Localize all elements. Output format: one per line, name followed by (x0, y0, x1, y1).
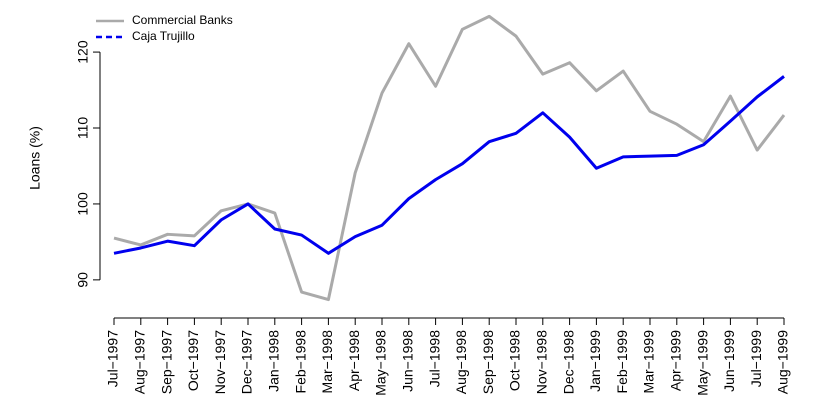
x-tick-label: May−1998 (373, 330, 389, 396)
x-tick-label: Aug−1999 (775, 330, 791, 394)
x-tick-label: Mar−1999 (641, 330, 657, 394)
x-tick-label: Sep−1997 (158, 330, 174, 394)
x-tick-label: Mar−1998 (319, 330, 335, 394)
y-tick-label: 100 (75, 192, 91, 216)
x-tick-label: Jul−1998 (426, 330, 442, 387)
x-tick-label: Apr−1999 (668, 330, 684, 391)
legend-label: Commercial Banks (132, 13, 233, 27)
x-tick-label: Jul−1999 (748, 330, 764, 387)
x-tick-label: Jun−1999 (721, 330, 737, 392)
x-tick-label: Aug−1998 (453, 330, 469, 394)
x-tick-label: Jan−1999 (587, 330, 603, 392)
y-tick-label: 110 (75, 117, 91, 140)
x-tick-label: Nov−1997 (212, 330, 228, 394)
series-line (113, 75, 785, 255)
x-tick-label: Feb−1999 (614, 330, 630, 394)
x-tick-label: Dec−1997 (239, 330, 255, 394)
x-tick-label: Jul−1997 (105, 330, 121, 387)
x-tick-label: May−1999 (694, 330, 710, 396)
x-tick-label: Jan−1998 (266, 330, 282, 392)
legend-label: Caja Trujillo (132, 29, 195, 43)
x-tick-label: Sep−1998 (480, 330, 496, 394)
x-tick-label: Oct−1997 (185, 330, 201, 391)
x-tick-label: Apr−1998 (346, 330, 362, 391)
y-tick-label: 120 (75, 40, 91, 64)
y-axis-label: Loans (%) (27, 126, 43, 190)
series-line (113, 14, 786, 302)
x-tick-label: Jun−1998 (400, 330, 416, 392)
x-tick-label: Oct−1998 (507, 330, 523, 391)
x-tick-label: Feb−1998 (292, 330, 308, 394)
y-tick-label: 90 (75, 272, 91, 288)
x-tick-label: Nov−1998 (534, 330, 550, 394)
x-tick-label: Dec−1998 (560, 330, 576, 394)
x-tick-label: Aug−1997 (132, 330, 148, 394)
